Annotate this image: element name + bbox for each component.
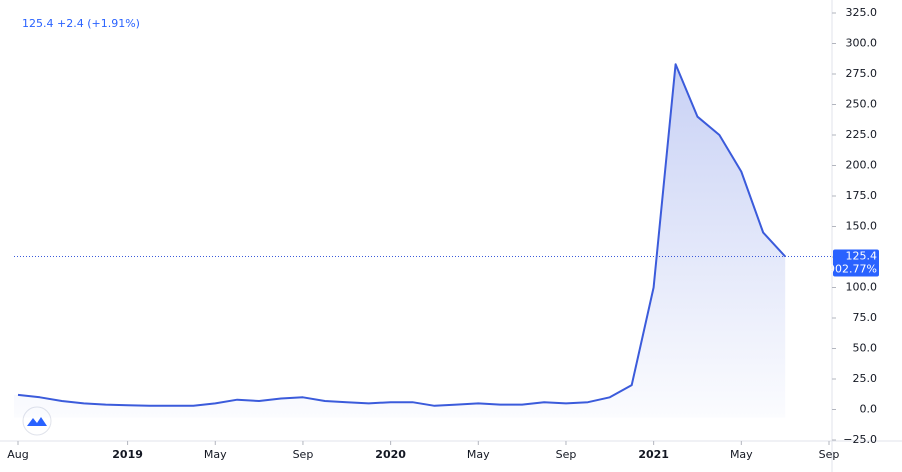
last-price-change: 902.77%	[828, 263, 877, 276]
y-tick-label: 0.0	[860, 403, 878, 416]
last-price-label: 125.4	[846, 250, 878, 263]
area	[14, 64, 786, 418]
price-line	[17, 63, 786, 407]
x-tick-label: 2020	[375, 448, 406, 461]
y-tick-label: −25.0	[843, 433, 877, 446]
x-tick-label: May	[204, 448, 227, 461]
y-tick-label: 325.0	[846, 6, 878, 19]
y-tick-label: 150.0	[846, 220, 878, 233]
x-tick-label: May	[730, 448, 753, 461]
x-tick-label: 2021	[638, 448, 669, 461]
y-tick-label: 75.0	[853, 311, 878, 324]
y-tick-label: 25.0	[853, 372, 878, 385]
y-tick-label: 225.0	[846, 128, 878, 141]
y-tick-label: 50.0	[853, 342, 878, 355]
x-tick-label: May	[467, 448, 490, 461]
y-tick-label: 275.0	[846, 67, 878, 80]
y-tick-label: 300.0	[846, 37, 878, 50]
x-tick-label: Aug	[7, 448, 28, 461]
x-tick-label: Sep	[556, 448, 577, 461]
x-tick-label: 2019	[112, 448, 143, 461]
y-tick-label: 250.0	[846, 98, 878, 111]
y-tick-label: 175.0	[846, 189, 878, 202]
y-tick-label: 100.0	[846, 281, 878, 294]
y-tick-label: 200.0	[846, 159, 878, 172]
last-price-box	[833, 249, 879, 277]
legend-text: 125.4 +2.4 (+1.91%)	[22, 17, 140, 30]
x-tick-label: Sep	[293, 448, 314, 461]
x-tick-label: Sep	[819, 448, 840, 461]
